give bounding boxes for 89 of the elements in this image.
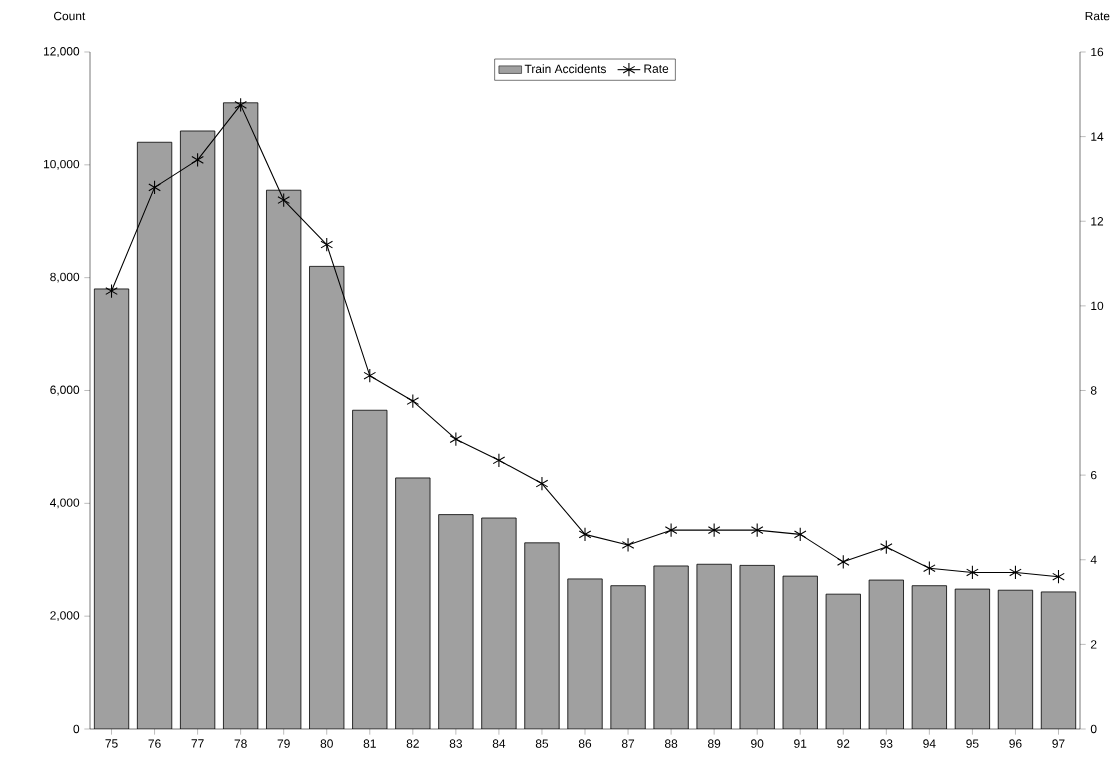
bar [395,477,431,729]
point [966,565,979,580]
point [836,554,850,570]
bar [739,564,775,729]
bar [1040,591,1077,729]
x-tick-label: 96 [1009,739,1022,748]
y-tick-label: 0 [73,724,80,734]
x-tick-label: 95 [966,739,979,748]
point [535,476,549,491]
x-tick-label: 87 [621,739,635,748]
point [793,527,807,542]
y2-axis-title: Rate [1085,11,1110,21]
point [492,453,506,468]
y2-tick-label: 12 [1091,217,1104,226]
y2-tick-label: 8 [1090,386,1097,395]
x-tick-label: 94 [923,739,936,748]
x-tick-label: 79 [277,739,290,748]
bar [868,579,904,729]
bar [782,575,818,729]
point [191,152,204,168]
bar [610,585,646,729]
bar [825,593,861,729]
bar [179,130,216,729]
bar [954,588,991,729]
x-tick-label: 89 [708,739,721,748]
point [105,283,118,299]
point [406,393,420,409]
point [320,237,334,252]
bar [136,141,173,729]
point [234,97,247,113]
bar [524,542,560,729]
x-tick-label: 88 [664,739,678,748]
y2-tick-label: 4 [1090,555,1097,564]
legend-label: Train Accidents [524,64,606,74]
legend-label: Rate [644,64,669,73]
x-tick-label: 80 [320,739,333,748]
y-tick-label: 8,000 [50,272,80,283]
point [1052,569,1065,584]
x-tick-label: 91 [794,739,807,748]
x-tick-label: 78 [234,739,247,748]
x-tick-label: 83 [449,739,462,748]
bar [223,102,259,729]
bar [997,589,1034,729]
point [277,192,290,208]
x-tick-label: 77 [191,739,204,748]
x-tick-label: 85 [535,739,549,748]
y2-tick-label: 14 [1091,132,1104,141]
x-tick-label: 75 [105,739,118,748]
bar [696,563,732,729]
point [363,368,377,383]
bar [567,578,603,729]
bar [309,265,345,729]
x-tick-label: 90 [751,739,764,748]
bar [653,565,689,729]
y-tick-label: 6,000 [50,385,80,396]
y-axis-title: Count [54,11,86,21]
point [148,180,161,195]
x-tick-label: 81 [363,739,376,748]
point [621,537,635,553]
point [449,431,463,447]
bar [352,409,388,729]
x-tick-label: 93 [880,739,893,748]
x-tick-label: 86 [578,739,592,748]
x-tick-label: 84 [492,739,506,748]
bar [481,517,517,729]
point [880,539,893,555]
y-tick-label: 12,000 [43,47,80,57]
point [923,561,936,576]
point [578,527,592,542]
bar [911,585,947,729]
point [664,522,678,538]
x-tick-label: 82 [406,739,419,748]
y2-tick-label: 2 [1090,640,1097,649]
bar [438,514,474,729]
y-tick-label: 10,000 [43,159,80,170]
point [707,522,721,538]
point [750,522,764,538]
y2-tick-label: 16 [1091,47,1104,57]
y-tick-label: 4,000 [49,498,80,509]
y2-tick-label: 10 [1091,301,1104,311]
point [1009,565,1022,580]
x-tick-label: 92 [837,739,850,748]
y-tick-label: 2,000 [50,611,80,622]
y2-tick-label: 6 [1090,470,1097,480]
bar [266,189,302,729]
x-tick-label: 97 [1052,739,1065,748]
y2-tick-label: 0 [1090,724,1097,734]
bar [93,288,130,729]
x-tick-label: 76 [148,739,161,748]
